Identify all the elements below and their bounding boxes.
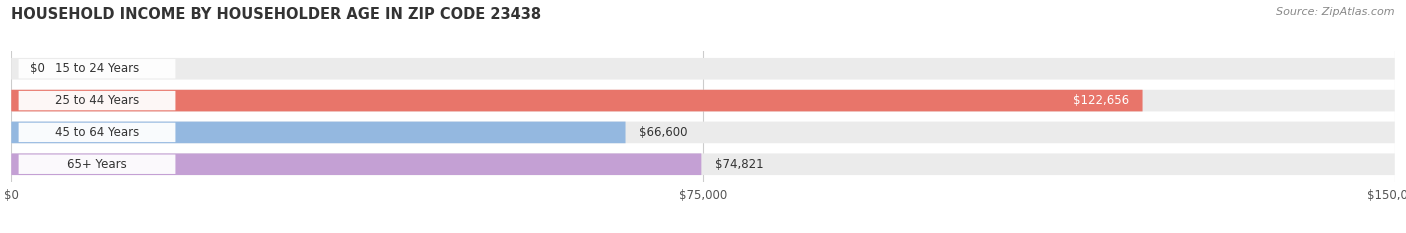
Text: $66,600: $66,600	[640, 126, 688, 139]
FancyBboxPatch shape	[18, 91, 176, 110]
FancyBboxPatch shape	[11, 90, 1143, 111]
FancyBboxPatch shape	[18, 59, 176, 79]
Text: 45 to 64 Years: 45 to 64 Years	[55, 126, 139, 139]
FancyBboxPatch shape	[18, 123, 176, 142]
Text: Source: ZipAtlas.com: Source: ZipAtlas.com	[1277, 7, 1395, 17]
FancyBboxPatch shape	[11, 122, 1395, 143]
Text: 25 to 44 Years: 25 to 44 Years	[55, 94, 139, 107]
Text: $122,656: $122,656	[1073, 94, 1129, 107]
FancyBboxPatch shape	[11, 90, 1395, 111]
FancyBboxPatch shape	[11, 153, 1395, 175]
FancyBboxPatch shape	[11, 122, 626, 143]
FancyBboxPatch shape	[18, 154, 176, 174]
Text: 15 to 24 Years: 15 to 24 Years	[55, 62, 139, 75]
FancyBboxPatch shape	[11, 58, 1395, 80]
Text: 65+ Years: 65+ Years	[67, 158, 127, 171]
Text: HOUSEHOLD INCOME BY HOUSEHOLDER AGE IN ZIP CODE 23438: HOUSEHOLD INCOME BY HOUSEHOLDER AGE IN Z…	[11, 7, 541, 22]
FancyBboxPatch shape	[11, 153, 702, 175]
Text: $74,821: $74,821	[716, 158, 763, 171]
Text: $0: $0	[30, 62, 45, 75]
